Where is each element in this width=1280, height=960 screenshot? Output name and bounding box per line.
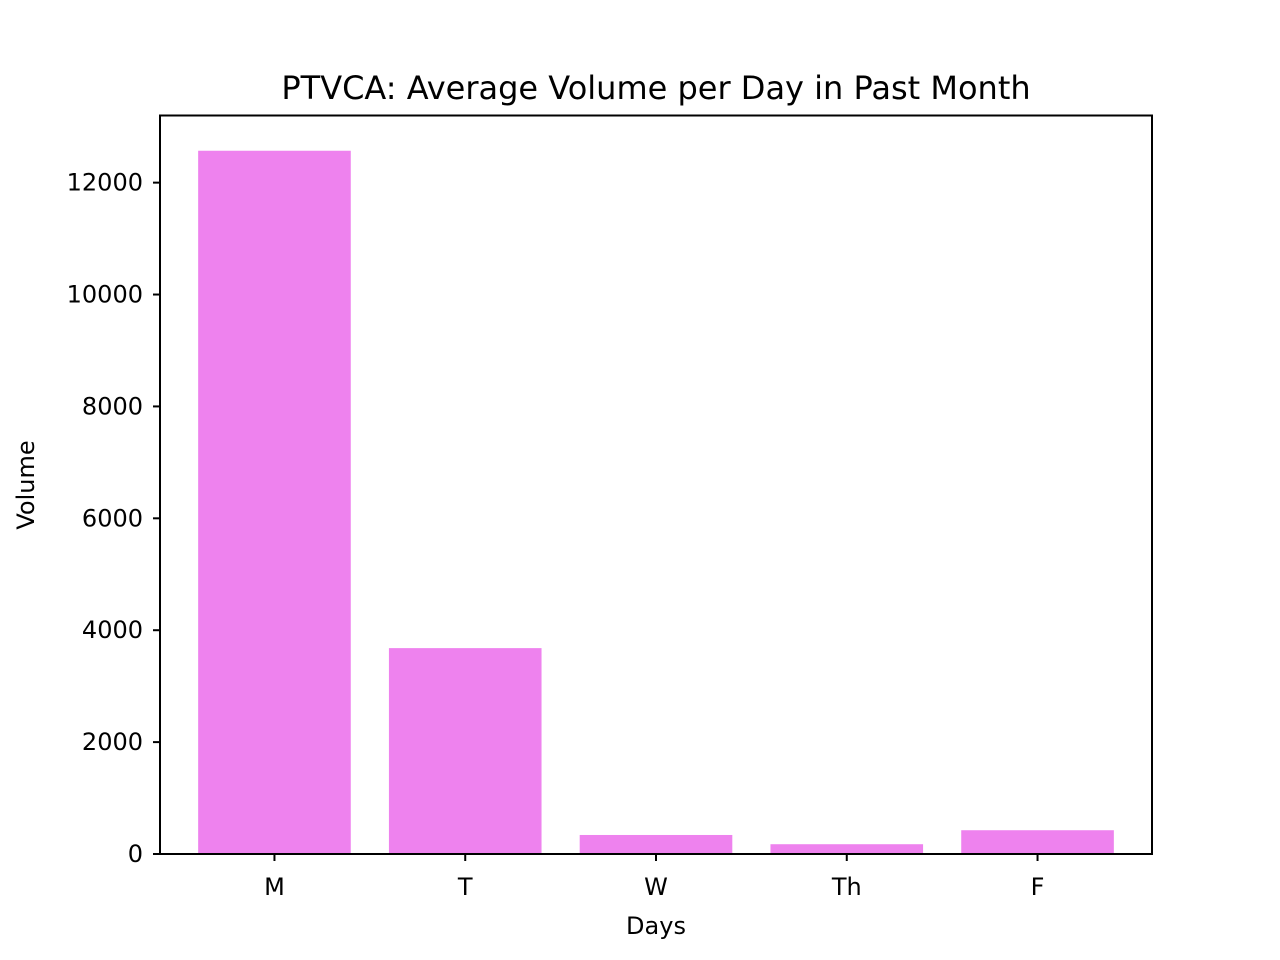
y-tick-label: 2000: [82, 728, 143, 756]
x-tick-label-t: T: [457, 873, 473, 901]
chart-title: PTVCA: Average Volume per Day in Past Mo…: [281, 69, 1030, 107]
bar-t: [388, 648, 542, 854]
bar-th: [770, 844, 924, 854]
bars-group: [198, 150, 1114, 855]
x-tick-label-m: M: [264, 873, 285, 901]
x-tick-label-f: F: [1031, 873, 1045, 901]
y-axis-label: Volume: [12, 440, 40, 529]
y-tick-label: 6000: [82, 504, 143, 532]
x-tick-label-w: W: [644, 873, 668, 901]
plot-area-frame: [159, 114, 1153, 855]
y-tick-label: 4000: [82, 616, 143, 644]
x-axis-ticks: M T W Th F: [264, 854, 1044, 901]
y-tick-label: 10000: [67, 281, 143, 309]
bar-m: [198, 150, 351, 855]
y-tick-label: 8000: [82, 392, 143, 420]
x-tick-label-th: Th: [831, 873, 862, 901]
bar-w: [579, 834, 733, 854]
x-axis-label: Days: [626, 912, 686, 940]
bar-f: [961, 830, 1114, 854]
y-tick-label: 12000: [67, 169, 143, 197]
y-tick-label: 0: [128, 840, 143, 868]
y-axis-ticks: 0 2000 4000 6000 8000 10000 12000: [67, 169, 160, 868]
